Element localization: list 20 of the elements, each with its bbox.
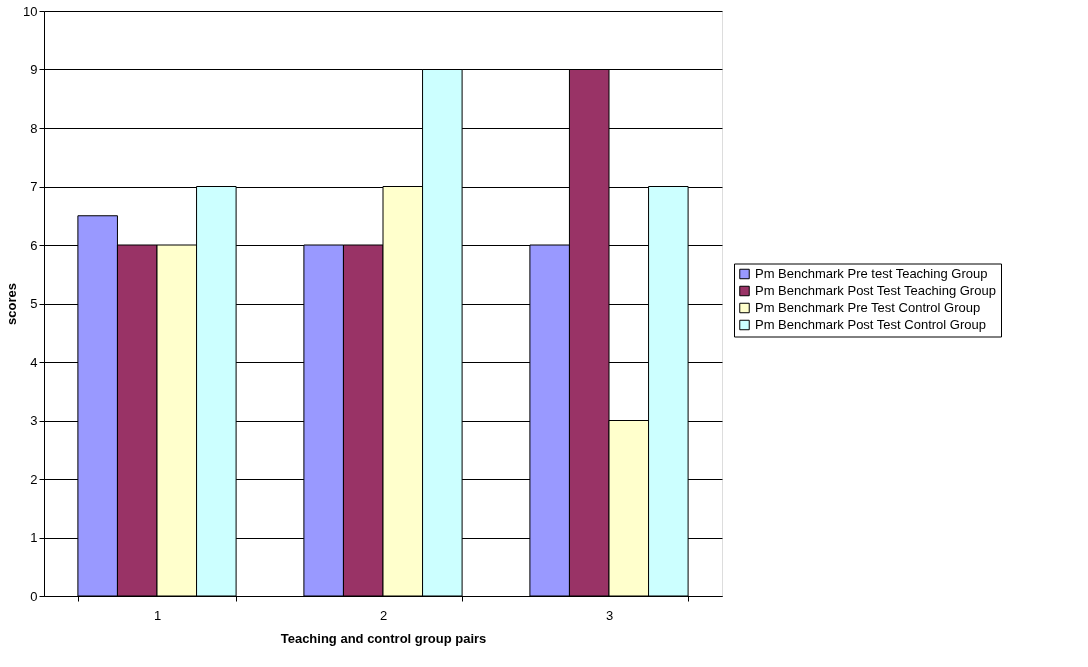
- y-tick-label: 4: [30, 354, 38, 370]
- y-axis-title: scores: [4, 283, 20, 325]
- y-tick-label: 5: [30, 296, 38, 311]
- y-tick-label: 1: [30, 530, 38, 545]
- y-tick-label: 3: [30, 413, 38, 428]
- y-tick-label: 6: [30, 237, 38, 253]
- legend-label: Pm Benchmark Post Test Control Group: [755, 317, 986, 332]
- y-tick-label: 0: [30, 588, 38, 604]
- x-tick-label: 2: [379, 607, 388, 623]
- legend-label: Pm Benchmark Pre Test Control Group: [755, 300, 981, 315]
- x-axis-title: Teaching and control group pairs: [280, 630, 487, 646]
- y-tick-label: 7: [30, 179, 38, 194]
- y-tick-label: 10: [23, 3, 38, 19]
- y-tick-label: 2: [30, 471, 38, 487]
- legend-label: Pm Benchmark Pre test Teaching Group: [755, 266, 988, 281]
- y-tick-label: 8: [30, 120, 38, 136]
- y-tick-label: 9: [30, 62, 38, 77]
- x-tick-label: 1: [153, 607, 162, 623]
- x-tick-label: 3: [605, 607, 614, 623]
- legend-label: Pm Benchmark Post Test Teaching Group: [755, 283, 996, 298]
